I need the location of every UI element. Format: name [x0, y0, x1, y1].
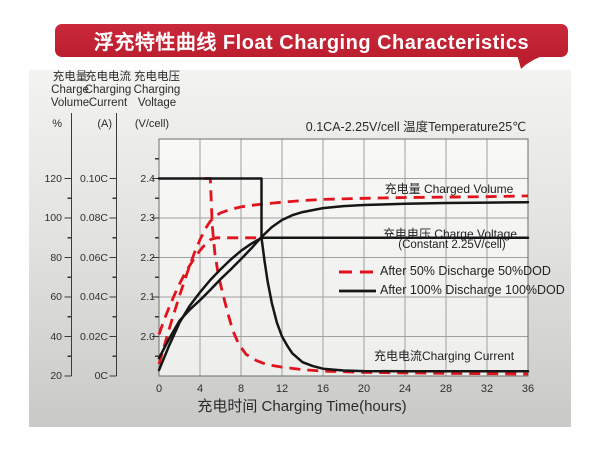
- legend-label-50dod: After 50% Discharge 50%DOD: [380, 264, 551, 278]
- voltage-tick-label: 2.4: [140, 172, 155, 185]
- charging-current-label: 充电电流Charging Current: [374, 349, 515, 363]
- current-tick-label: 0C: [94, 370, 108, 382]
- current-tick-label: 0.10C: [79, 172, 108, 185]
- current-tick-label: 0.08C: [79, 212, 108, 224]
- voltage-tick-label: 2.3: [140, 212, 155, 224]
- x-axis-title: 充电时间 Charging Time(hours): [197, 398, 407, 415]
- axis-unit-volume: %: [52, 118, 62, 130]
- volume-tick-label: 100: [44, 212, 62, 224]
- volume-tick-label: 80: [50, 251, 62, 264]
- x-tick-label: 24: [398, 383, 412, 395]
- axis-header-volume-zh: 充电量: [52, 71, 88, 83]
- current-tick-label: 0.04C: [79, 291, 108, 303]
- voltage-tick-label: 2.1: [140, 291, 155, 303]
- title-banner: 浮充特性曲线 Float Charging Characteristics: [55, 24, 568, 57]
- axis-header-voltage-zh: 充电电压: [134, 71, 180, 83]
- axis-header-current-zh: 充电电流: [85, 71, 131, 83]
- x-tick-label: 4: [196, 383, 204, 395]
- x-tick-label: 20: [357, 383, 371, 395]
- voltage-tick-label: 2.2: [140, 251, 155, 264]
- series-charge-voltage-100dod: [157, 236, 530, 372]
- volume-tick-label: 20: [50, 370, 62, 382]
- axis-unit-current: (A): [97, 118, 112, 130]
- x-tick-label: 12: [275, 383, 289, 395]
- charged-volume-label: 充电量 Charged Volume: [384, 182, 514, 196]
- axis-header-volume-en1: Charge: [51, 84, 89, 96]
- x-tick-label: 28: [439, 383, 453, 395]
- series-charging-current-50dod: [204, 177, 529, 376]
- axis-header-voltage-en1: Charging: [133, 84, 181, 96]
- volume-tick-label: 40: [50, 330, 62, 343]
- banner-tail-icon: [517, 55, 545, 69]
- series-charged-volume-50dod: [157, 194, 529, 365]
- x-tick-label: 0: [155, 383, 163, 395]
- axis-header-current: 充电电流 Charging Current: [76, 71, 140, 110]
- axis-header-volume: 充电量 Charge Volume: [38, 71, 102, 110]
- volume-tick-label: 120: [44, 172, 62, 185]
- volume-tick-label: 60: [50, 291, 62, 303]
- x-tick-label: 36: [521, 383, 535, 395]
- x-tick-label: 32: [480, 383, 494, 395]
- current-tick-label: 0.06C: [79, 251, 108, 264]
- axis-unit-voltage: (V/cell): [134, 118, 170, 130]
- page-title: 浮充特性曲线 Float Charging Characteristics: [93, 32, 530, 54]
- series-charge-voltage-50dod: [157, 236, 264, 335]
- legend-label-100dod: After 100% Discharge 100%DOD: [380, 283, 565, 297]
- x-tick-label: 16: [316, 383, 330, 395]
- x-tick-label: 8: [237, 383, 245, 395]
- charge-voltage-label-line2: (Constant 2.25V/cell): [398, 239, 506, 251]
- test-condition-label: 0.1CA-2.25V/cell 温度Temperature25℃: [305, 120, 527, 134]
- axis-header-volume-en2: Volume: [50, 97, 90, 109]
- current-tick-label: 0.02C: [79, 330, 108, 343]
- axis-header-current-en1: Charging: [84, 84, 132, 96]
- series-charging-current-100dod: [157, 177, 530, 373]
- axis-header-voltage: 充电电压 Charging Voltage: [125, 71, 189, 110]
- voltage-tick-label: 2.0: [140, 330, 155, 343]
- charge-voltage-label-line1: 充电电压 Charge Voltage: [382, 227, 518, 241]
- axis-header-voltage-en2: Voltage: [137, 97, 177, 109]
- axis-header-current-en2: Current: [88, 97, 128, 109]
- series-charged-volume-100dod: [157, 200, 530, 360]
